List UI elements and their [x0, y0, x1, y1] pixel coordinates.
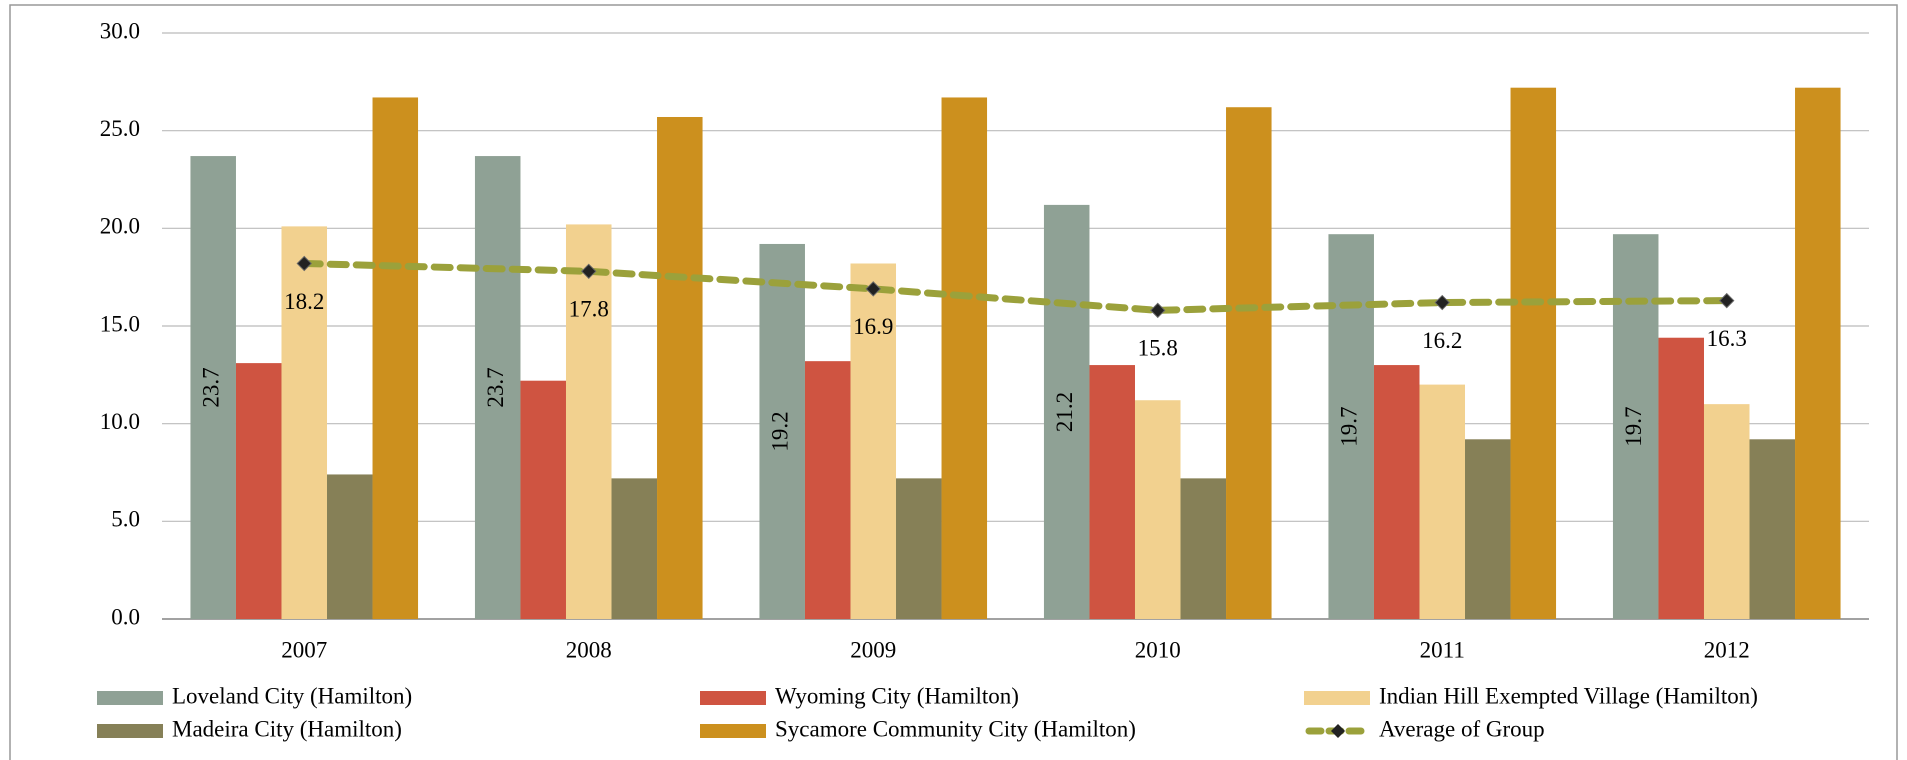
line-series [300, 259, 1731, 314]
bar [520, 380, 566, 619]
data-label: 16.2 [1422, 328, 1462, 353]
bar [657, 116, 703, 619]
bar [1465, 439, 1511, 619]
x-tick-label: 2009 [850, 637, 896, 662]
line-marker [581, 263, 597, 280]
data-label: 16.9 [853, 314, 893, 339]
bar [896, 478, 942, 619]
bar [1373, 365, 1420, 619]
data-label: 19.7 [1621, 406, 1646, 446]
x-tick-label: 2012 [1704, 637, 1750, 662]
data-label: 23.7 [198, 367, 223, 407]
legend-swatch [700, 691, 766, 705]
x-tick-label: 2007 [281, 637, 327, 662]
bar [281, 226, 328, 619]
bar [1089, 365, 1135, 619]
legend-label: Wyoming City (Hamilton) [775, 683, 1019, 708]
data-label: 21.2 [1052, 392, 1077, 432]
bar [565, 224, 612, 619]
line-marker [865, 281, 881, 297]
y-tick-label: 20.0 [100, 214, 140, 239]
bar [759, 243, 805, 619]
y-tick-label: 10.0 [100, 409, 140, 434]
bar [1703, 404, 1750, 619]
data-label: 15.8 [1138, 336, 1178, 361]
bar [1658, 337, 1704, 619]
bar [1510, 87, 1557, 619]
data-label: 18.2 [284, 289, 324, 314]
legend-label: Sycamore Community City (Hamilton) [775, 716, 1136, 741]
legend-swatch [97, 724, 163, 738]
bar [1749, 439, 1796, 619]
data-label: 19.7 [1336, 406, 1361, 446]
data-label: 17.8 [569, 297, 609, 322]
legend-label: Madeira City (Hamilton) [172, 716, 402, 741]
bar [1328, 234, 1374, 619]
legend-marker [1331, 724, 1345, 738]
bar [1180, 478, 1227, 619]
data-label: 19.2 [767, 411, 792, 451]
y-tick-label: 25.0 [100, 116, 140, 141]
bar [941, 97, 988, 619]
legend-label: Average of Group [1379, 716, 1545, 741]
y-tick-label: 0.0 [111, 604, 140, 629]
data-label: 16.3 [1707, 326, 1747, 351]
line-marker [1719, 292, 1735, 309]
legend-swatch [97, 691, 163, 705]
bar [804, 361, 851, 619]
x-tick-label: 2008 [566, 637, 612, 662]
bar [850, 263, 897, 619]
chart-frame [9, 4, 1898, 760]
bar [611, 478, 658, 619]
bar [190, 156, 236, 619]
legend-label: Loveland City (Hamilton) [172, 683, 412, 708]
legend-label: Indian Hill Exempted Village (Hamilton) [1379, 683, 1758, 708]
bar [1419, 384, 1466, 619]
legend-swatch [1304, 691, 1370, 705]
y-tick-label: 5.0 [111, 507, 140, 532]
bar [474, 156, 521, 619]
x-tick-label: 2010 [1135, 637, 1181, 662]
bar [235, 363, 282, 619]
line-marker [1434, 294, 1450, 311]
bar [1795, 87, 1841, 619]
bar [327, 474, 373, 619]
line-marker [1150, 302, 1166, 319]
bar [1043, 204, 1090, 620]
bar [372, 97, 419, 619]
line-marker [296, 255, 312, 272]
x-tick-label: 2011 [1420, 637, 1465, 662]
legend-swatch [700, 724, 766, 738]
bar [1134, 400, 1181, 619]
data-label: 23.7 [483, 367, 508, 407]
y-tick-label: 15.0 [100, 311, 140, 336]
y-tick-label: 30.0 [100, 18, 140, 43]
bar [1226, 107, 1272, 619]
